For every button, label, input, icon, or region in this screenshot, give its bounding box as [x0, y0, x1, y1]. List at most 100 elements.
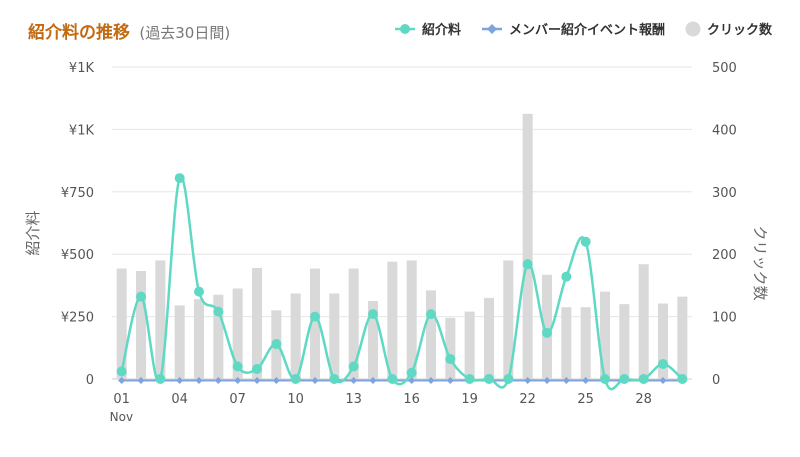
- chart-subtitle: (過去30日間): [139, 24, 231, 42]
- bar-clicks: [290, 293, 301, 379]
- point-referral-fee: [252, 364, 262, 375]
- bar-clicks: [135, 271, 147, 379]
- point-referral-fee: [387, 374, 398, 384]
- bar-clicks: [541, 274, 553, 379]
- x-tick-label: 01: [113, 392, 130, 407]
- point-referral-fee: [136, 291, 146, 302]
- point-referral-fee: [600, 374, 610, 384]
- point-referral-fee: [232, 361, 243, 372]
- point-referral-fee: [522, 259, 533, 270]
- point-referral-fee: [658, 359, 668, 370]
- bar-clicks: [483, 297, 495, 379]
- bar-clicks: [580, 307, 591, 379]
- point-member-event-reward: [195, 377, 203, 385]
- point-referral-fee: [464, 374, 475, 384]
- point-referral-fee: [503, 374, 514, 384]
- point-referral-fee: [329, 374, 340, 384]
- point-member-event-reward: [214, 377, 222, 385]
- x-tick-label: 13: [345, 392, 362, 407]
- point-referral-fee: [213, 306, 224, 317]
- point-referral-fee: [116, 366, 127, 377]
- point-member-event-reward: [543, 377, 551, 385]
- point-referral-fee: [406, 367, 417, 378]
- bar-clicks: [561, 307, 572, 379]
- point-member-event-reward: [562, 377, 570, 385]
- point-member-event-reward: [137, 377, 145, 385]
- point-member-event-reward: [176, 377, 184, 385]
- point-member-event-reward: [659, 377, 667, 385]
- point-referral-fee: [484, 374, 494, 384]
- point-referral-fee: [638, 374, 649, 384]
- bar-clicks: [522, 113, 533, 380]
- point-member-event-reward: [524, 377, 532, 385]
- bar-clicks: [367, 301, 379, 379]
- y-right-tick-label: 200: [712, 248, 737, 263]
- point-member-event-reward: [408, 377, 416, 385]
- y-left-tick-label: ¥250: [61, 311, 94, 326]
- y-left-tick-label: ¥750: [61, 186, 94, 201]
- bar-clicks: [445, 317, 456, 379]
- point-referral-fee: [194, 286, 204, 297]
- legend-label: 紹介料: [421, 23, 461, 38]
- point-member-event-reward: [427, 377, 435, 385]
- point-referral-fee: [580, 236, 591, 247]
- point-referral-fee: [426, 309, 436, 320]
- y-right-tick-label: 400: [712, 123, 737, 138]
- bar-clicks: [174, 305, 185, 379]
- y-left-tick-label: ¥1K: [69, 61, 95, 76]
- bar-clicks: [329, 293, 340, 379]
- x-tick-label: 25: [577, 392, 594, 407]
- bar-clicks: [425, 290, 437, 379]
- point-member-event-reward: [369, 377, 377, 385]
- bar-clicks: [116, 268, 127, 379]
- bar-clicks: [599, 291, 611, 379]
- x-tick-label: 28: [635, 392, 652, 407]
- point-referral-fee: [174, 173, 185, 184]
- bar-clicks: [232, 288, 243, 379]
- point-referral-fee: [155, 374, 166, 384]
- bar-clicks: [251, 267, 263, 379]
- chart-title: 紹介料の推移: [28, 23, 130, 43]
- point-referral-fee: [445, 354, 456, 365]
- y-right-tick-label: 100: [712, 311, 737, 326]
- y-right-axis-title: クリック数: [751, 225, 769, 300]
- legend-item-clicks[interactable]: クリック数: [685, 19, 772, 38]
- x-tick-label: 04: [171, 392, 188, 407]
- point-referral-fee: [310, 311, 320, 322]
- point-referral-fee: [368, 309, 378, 320]
- point-referral-fee: [290, 374, 301, 384]
- point-member-event-reward: [118, 377, 126, 385]
- y-left-tick-label: ¥1K: [69, 123, 95, 138]
- chart-legend: 紹介料 メンバー紹介イベント報酬 クリック数: [394, 19, 772, 38]
- point-referral-fee: [561, 271, 572, 282]
- legend-item-member-event-reward[interactable]: メンバー紹介イベント報酬: [481, 19, 665, 38]
- point-referral-fee: [271, 339, 282, 350]
- circle-icon: [685, 21, 701, 36]
- bar-clicks: [638, 264, 649, 379]
- line-dot-icon: [394, 23, 415, 34]
- point-member-event-reward: [311, 377, 319, 385]
- y-right-tick-label: 300: [712, 186, 737, 201]
- y-right-tick-label: 500: [712, 61, 737, 76]
- x-tick-label: 10: [287, 392, 304, 407]
- point-member-event-reward: [446, 377, 454, 385]
- y-right-tick-label: 0: [712, 373, 720, 388]
- point-member-event-reward: [272, 377, 280, 385]
- bar-clicks: [677, 296, 688, 379]
- y-left-tick-label: ¥500: [61, 248, 94, 263]
- line-diamond-icon: [481, 23, 502, 34]
- chart-header: 紹介料の推移 (過去30日間): [28, 18, 230, 43]
- point-member-event-reward: [253, 377, 261, 385]
- legend-label: メンバー紹介イベント報酬: [508, 23, 665, 38]
- point-member-event-reward: [234, 377, 242, 385]
- legend-item-referral-fee[interactable]: 紹介料: [394, 19, 461, 38]
- point-referral-fee: [348, 361, 359, 372]
- bar-clicks: [503, 260, 514, 379]
- line-referral-fee: [120, 175, 684, 391]
- point-referral-fee: [677, 374, 688, 384]
- x-tick-label: 19: [461, 392, 478, 407]
- bar-clicks: [657, 303, 669, 379]
- point-member-event-reward: [582, 377, 590, 385]
